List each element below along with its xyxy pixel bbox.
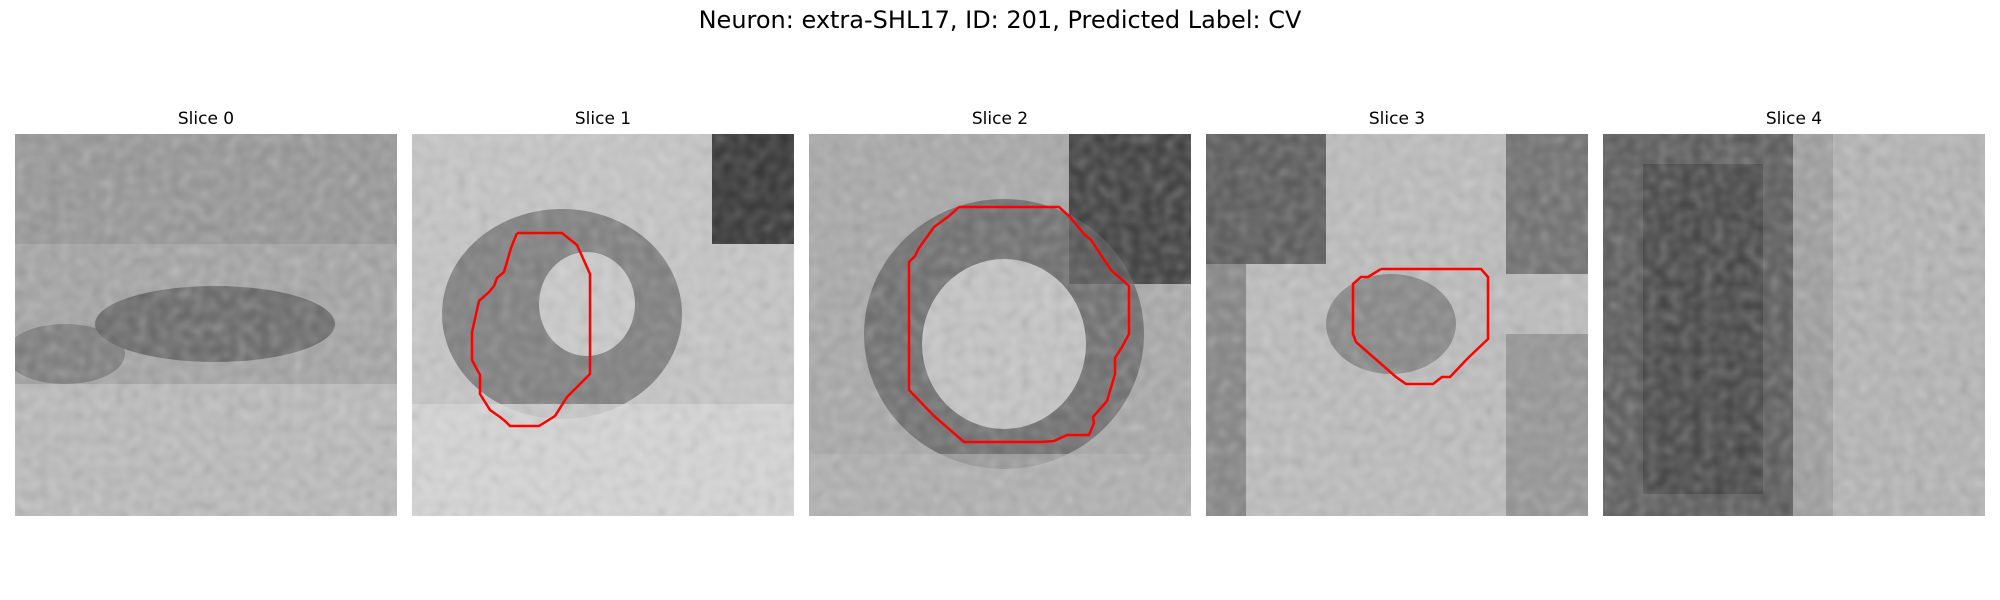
slice-4-noise (1603, 134, 1985, 516)
slice-2-svg (809, 134, 1191, 516)
panel-title-slice-4: Slice 4 (1765, 109, 1823, 129)
slice-1-noise (412, 134, 794, 516)
slice-1-svg (412, 134, 794, 516)
figure-title: Neuron: extra-SHL17, ID: 201, Predicted … (698, 6, 1302, 34)
slice-image-3 (1206, 134, 1588, 516)
panel-title-slice-3: Slice 3 (1368, 109, 1426, 129)
panel-title-slice-2: Slice 2 (971, 109, 1029, 129)
slice-3-noise (1206, 134, 1588, 516)
slice-1-contour (470, 231, 592, 428)
slice-image-1 (412, 134, 794, 516)
panel-title-slice-1: Slice 1 (574, 109, 632, 129)
slice-image-2 (809, 134, 1191, 516)
slice-0-svg (15, 134, 397, 516)
slice-2-contour (907, 205, 1131, 444)
slice-0-noise (15, 134, 397, 516)
slice-image-0 (15, 134, 397, 516)
slice-3-svg (1206, 134, 1588, 516)
panel-title-slice-0: Slice 0 (177, 109, 235, 129)
slice-image-4 (1603, 134, 1985, 516)
slice-2-noise (809, 134, 1191, 516)
slice-3-contour (1351, 267, 1490, 386)
slice-4-svg (1603, 134, 1985, 516)
